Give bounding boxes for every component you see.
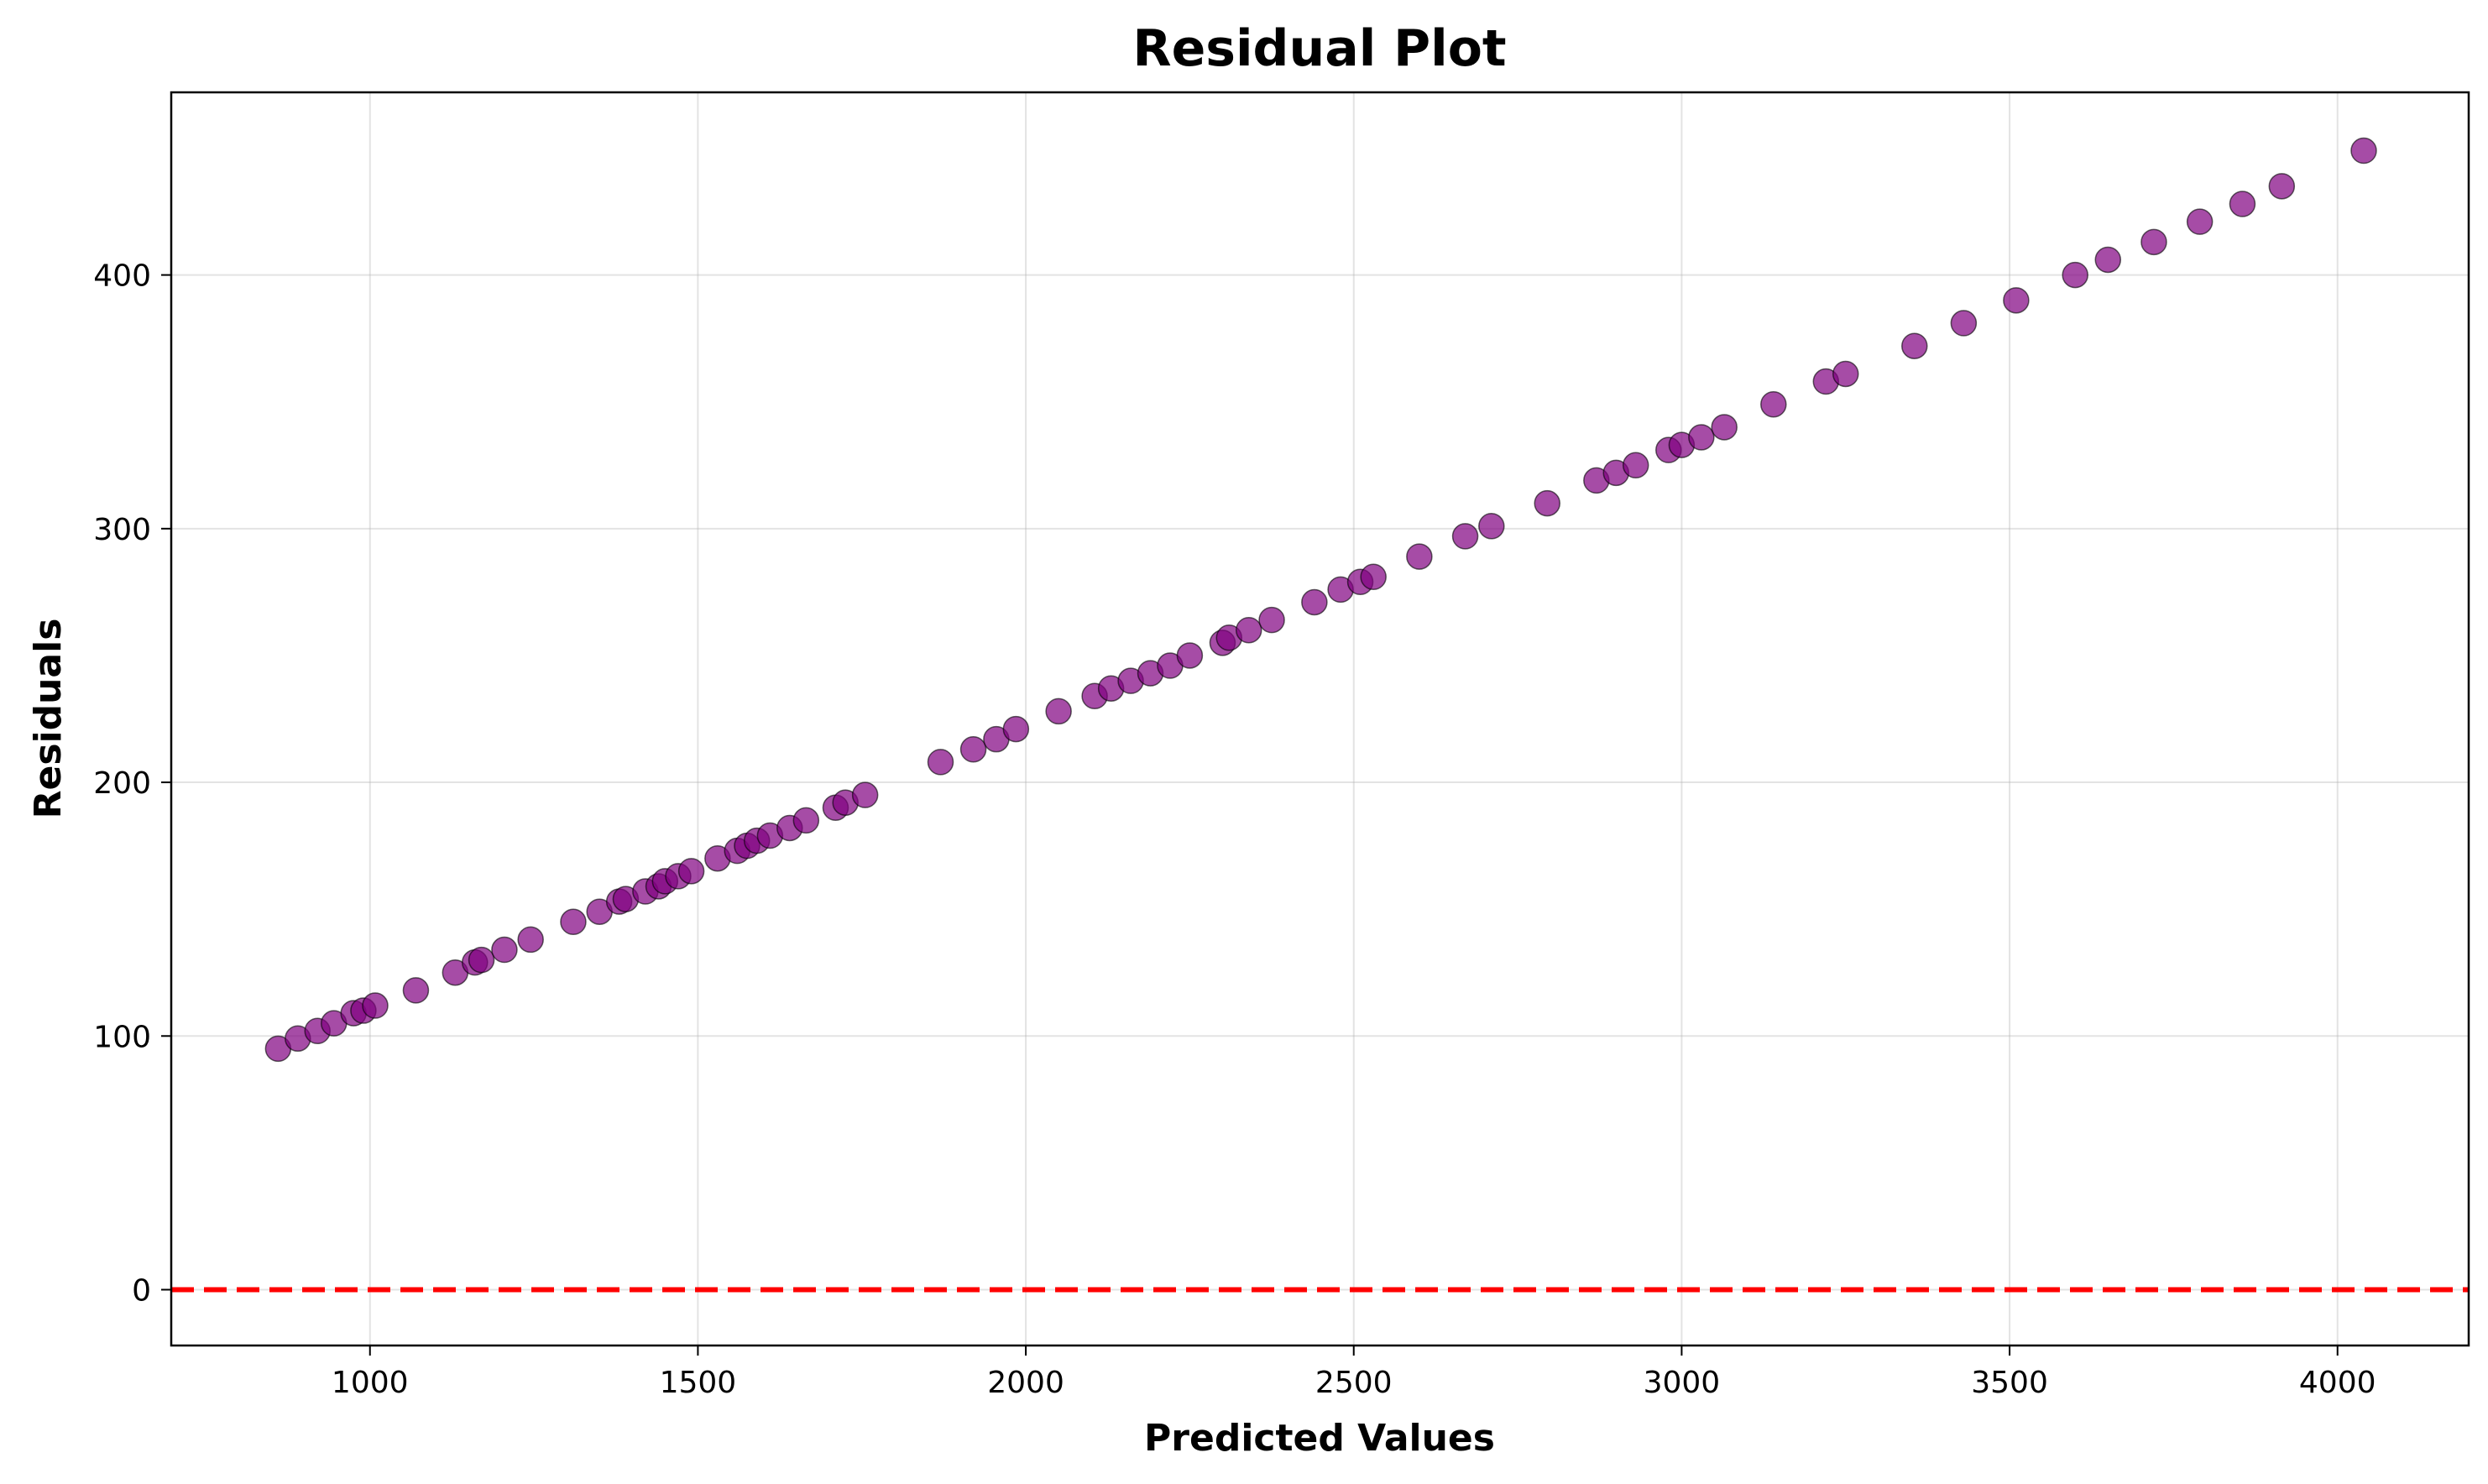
data-point [491, 936, 518, 964]
y-axis-ticks: 0 100 200 300 400 [93, 259, 171, 1309]
data-point [959, 736, 987, 763]
data-point [560, 908, 587, 936]
x-tick-label: 2000 [987, 1366, 1064, 1400]
y-tick-label: 0 [132, 1274, 151, 1309]
data-point [1360, 563, 1387, 591]
x-axis-label: Predicted Values [1144, 1417, 1495, 1460]
data-point [1688, 424, 1715, 451]
data-point [851, 781, 879, 808]
data-point [1301, 588, 1328, 616]
data-point [2003, 287, 2030, 314]
data-point [1534, 489, 1560, 517]
data-point [1622, 452, 1649, 479]
data-point [2062, 261, 2088, 289]
x-tick-label: 3500 [1971, 1366, 2048, 1400]
data-point [517, 926, 544, 954]
scatter-points [264, 137, 2377, 1063]
data-point [677, 858, 705, 885]
data-point [792, 807, 820, 834]
data-point [1258, 606, 1285, 634]
data-point [927, 749, 954, 776]
data-point [2140, 228, 2167, 256]
y-tick-label: 300 [93, 513, 151, 547]
data-point [468, 946, 495, 974]
data-point [2350, 137, 2377, 165]
y-tick-label: 100 [93, 1020, 151, 1054]
data-point [1451, 523, 1479, 550]
data-point [1832, 360, 1859, 388]
data-point [1002, 715, 1030, 743]
x-tick-label: 3000 [1644, 1366, 1721, 1400]
data-point [1711, 414, 1738, 441]
x-tick-label: 2500 [1315, 1366, 1393, 1400]
data-point [2268, 173, 2296, 200]
x-tick-label: 1000 [332, 1366, 409, 1400]
data-point [2229, 191, 2256, 217]
data-point [1045, 698, 1072, 725]
plot-frame [170, 91, 2470, 1347]
data-point [1760, 390, 1787, 418]
data-point [2094, 246, 2122, 274]
data-point [1235, 616, 1262, 644]
data-point [402, 977, 430, 1004]
x-tick-label: 4000 [2299, 1366, 2376, 1400]
y-tick-label: 200 [93, 766, 151, 801]
x-tick-label: 1500 [660, 1366, 737, 1400]
y-tick-label: 400 [93, 259, 151, 294]
x-axis-ticks: 1000 1500 2000 2500 3000 3500 4000 [332, 1346, 2376, 1400]
y-axis-label: Residuals [27, 619, 70, 819]
data-point [1176, 642, 1204, 669]
data-point [1478, 513, 1505, 540]
chart-title: Residual Plot [1132, 19, 1506, 78]
data-point [2186, 208, 2214, 235]
data-point [1950, 310, 1978, 337]
data-point [1901, 332, 1928, 359]
data-point [1406, 543, 1433, 570]
data-point [362, 992, 389, 1019]
